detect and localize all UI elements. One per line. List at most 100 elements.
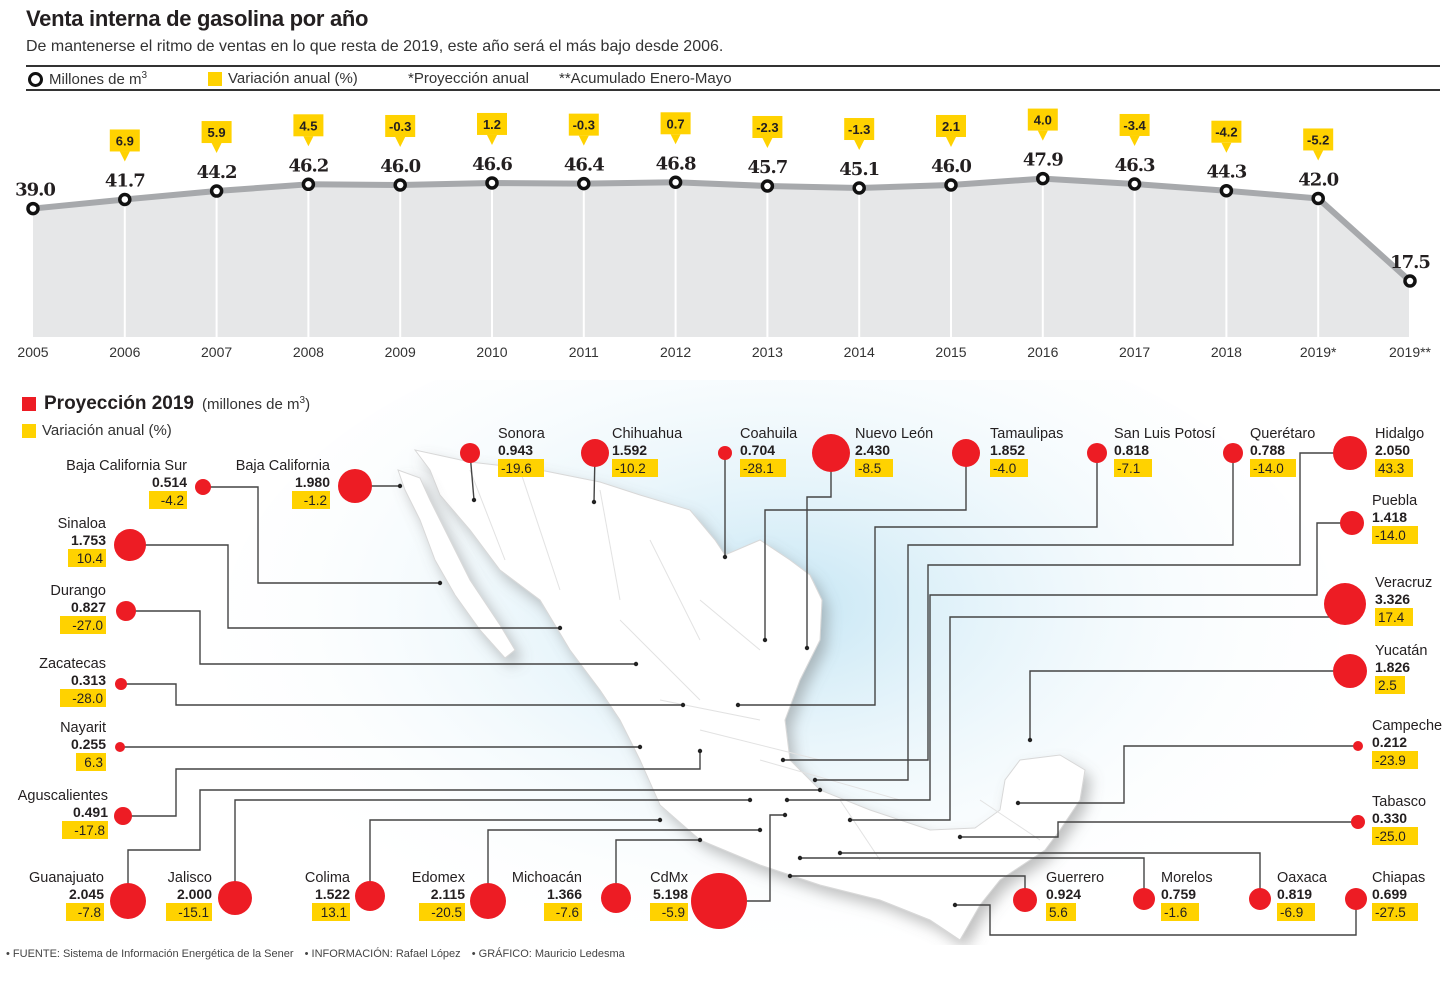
state-change: -5.9 bbox=[662, 905, 685, 920]
change-badge bbox=[612, 459, 658, 477]
leader-dot bbox=[697, 837, 703, 843]
state-border bbox=[649, 539, 701, 641]
state-name: Nuevo León bbox=[855, 426, 933, 442]
leader-line bbox=[130, 544, 560, 629]
legend-variacion-label: Variación anual (%) bbox=[228, 70, 358, 87]
state-value: 0.788 bbox=[1250, 442, 1285, 458]
state-value: 2.115 bbox=[431, 886, 465, 902]
badge-pointer bbox=[1129, 135, 1140, 146]
state-value: 2.000 bbox=[177, 886, 212, 902]
state-value: 0.818 bbox=[1114, 442, 1149, 458]
value-label: 46.6 bbox=[472, 154, 512, 175]
data-point bbox=[577, 176, 591, 191]
state-name: Baja California Sur bbox=[66, 458, 187, 474]
leader-dot bbox=[780, 757, 786, 763]
leader-line bbox=[815, 453, 1234, 781]
variation-label: -3.4 bbox=[1123, 118, 1146, 133]
leader-line bbox=[123, 751, 701, 817]
legend-proyeccion: *Proyección anual bbox=[408, 70, 529, 87]
leader-dot bbox=[812, 777, 818, 783]
state-change: -20.5 bbox=[431, 905, 462, 920]
variation-badge: 0.7 bbox=[660, 112, 691, 145]
credit-graphic: • GRÁFICO: Mauricio Ledesma bbox=[471, 948, 625, 960]
value-label: 47.9 bbox=[1023, 150, 1063, 171]
state-value: 1.418 bbox=[1372, 509, 1407, 525]
state-value: 1.980 bbox=[295, 474, 330, 490]
state-bubble bbox=[1249, 888, 1271, 910]
state-border bbox=[599, 489, 621, 601]
superscript: 3 bbox=[141, 70, 148, 81]
variation-label: 1.2 bbox=[483, 117, 501, 132]
variation-badge: -5.2 bbox=[1303, 128, 1334, 161]
variation-label: -5.2 bbox=[1307, 132, 1329, 147]
leader-line bbox=[840, 852, 1261, 899]
state-change: -25.0 bbox=[1375, 829, 1406, 844]
leader-dot bbox=[591, 499, 597, 505]
value-label: 46.3 bbox=[1115, 155, 1155, 176]
data-point bbox=[209, 184, 224, 198]
legend-variacion: Variación anual (%) bbox=[208, 70, 358, 87]
badge-pointer bbox=[119, 151, 130, 162]
state-value: 1.826 bbox=[1375, 659, 1410, 675]
state-bubble bbox=[338, 469, 372, 503]
state-change: -1.6 bbox=[1164, 905, 1187, 920]
leader-line bbox=[369, 819, 660, 896]
state-change: -4.0 bbox=[993, 461, 1016, 476]
leader-line bbox=[955, 899, 1357, 936]
change-badge bbox=[1372, 751, 1418, 769]
badge-box bbox=[109, 129, 140, 152]
badge-pointer bbox=[1037, 130, 1048, 141]
badge-pointer bbox=[1313, 150, 1324, 161]
leader-dot bbox=[1027, 737, 1033, 743]
state-bubble bbox=[195, 479, 211, 495]
value-label: 46.0 bbox=[931, 156, 971, 177]
value-label: 46.0 bbox=[380, 156, 420, 177]
leader-dot bbox=[633, 661, 639, 667]
leader-dot bbox=[657, 817, 663, 823]
state-change: -8.5 bbox=[858, 461, 881, 476]
state-bubble bbox=[718, 446, 732, 460]
state-name: Morelos bbox=[1161, 870, 1213, 886]
data-point bbox=[301, 177, 316, 192]
state-value: 0.330 bbox=[1372, 810, 1407, 826]
change-badge bbox=[650, 903, 688, 921]
state-change: -27.5 bbox=[1375, 905, 1406, 920]
superscript: 3 bbox=[299, 395, 306, 406]
change-badge bbox=[76, 753, 106, 771]
state-name: Aguscalientes bbox=[18, 788, 108, 804]
legend-proyeccion-label: *Proyección anual bbox=[408, 70, 529, 87]
x-tick-label: 2017 bbox=[1119, 344, 1150, 360]
leader-line bbox=[960, 821, 1358, 838]
area-fill bbox=[33, 178, 1410, 337]
change-badge bbox=[62, 821, 108, 839]
leader-line bbox=[1029, 670, 1350, 740]
variation-badge: 5.9 bbox=[201, 121, 232, 154]
state-name: Chihuahua bbox=[612, 426, 683, 442]
leader-line bbox=[234, 799, 750, 898]
data-point bbox=[852, 181, 866, 195]
leader-dot bbox=[817, 787, 823, 793]
leader-line bbox=[203, 486, 440, 584]
state-change: 6.3 bbox=[84, 755, 103, 770]
state-change: -17.8 bbox=[74, 823, 105, 838]
badge-box bbox=[660, 112, 691, 135]
state-name: Coahuila bbox=[740, 426, 798, 442]
state-name: Guerrero bbox=[1046, 870, 1104, 886]
variation-badge: -1.3 bbox=[844, 118, 875, 151]
leader-dot bbox=[784, 797, 790, 803]
leader-dot bbox=[557, 625, 563, 631]
data-point bbox=[1219, 183, 1234, 198]
badge-box bbox=[1303, 128, 1334, 151]
data-point bbox=[1036, 171, 1050, 186]
leader-lines bbox=[120, 452, 1358, 936]
leader-dot bbox=[747, 797, 753, 803]
data-point bbox=[668, 175, 683, 190]
state-name: San Luis Potosí bbox=[1114, 426, 1216, 442]
